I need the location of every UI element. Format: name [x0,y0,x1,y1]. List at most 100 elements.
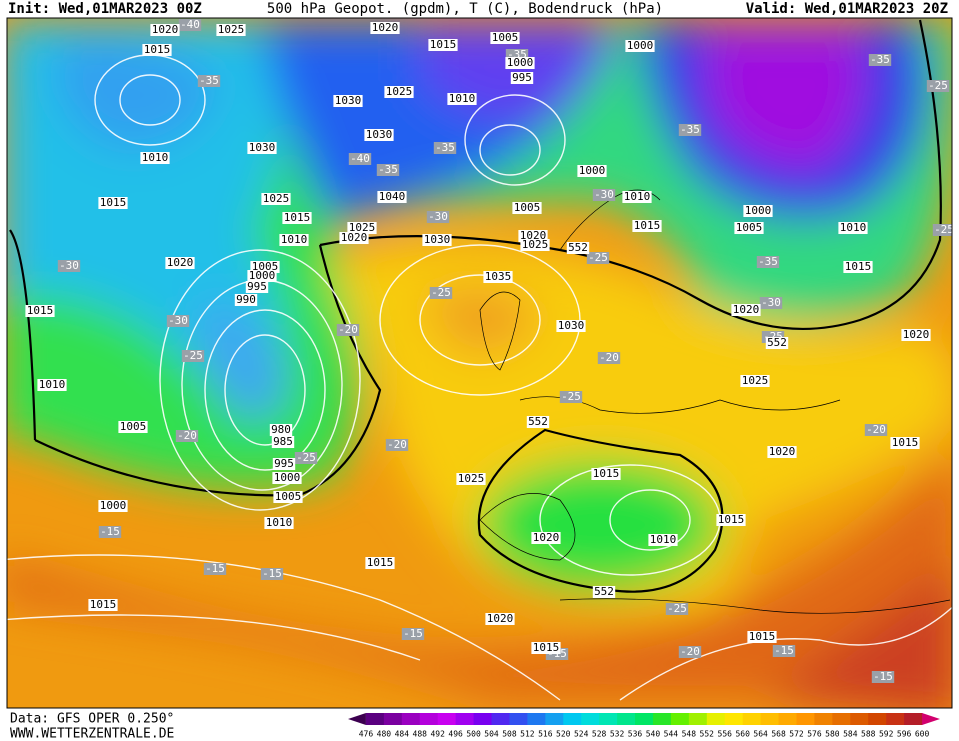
pressure-label: 995 [245,280,269,293]
temperature-label: -20 [175,429,199,442]
scale-tick-label: 564 [753,730,768,739]
pressure-label-bg [428,39,458,51]
pressure-label-bg [339,232,369,244]
temperature-label: -30 [57,259,81,272]
pressure-label-text: 995 [247,280,267,293]
scale-swatch [850,713,869,725]
temperature-label: -15 [260,567,284,580]
pressure-label-bg [165,257,195,269]
contour-label-bg [526,416,550,428]
scale-tick-label: 524 [574,730,589,739]
temperature-label: -30 [426,210,450,223]
pressure-label: 1015 [591,467,621,480]
pressure-label-bg [531,532,561,544]
pressure-label-text: 980 [271,423,291,436]
pressure-label-text: 1020 [769,445,796,458]
pressure-label-text: 1000 [100,499,127,512]
pressure-label: 1005 [118,420,148,433]
pressure-label-text: 1025 [458,472,485,485]
pressure-label-bg [716,514,746,526]
pressure-label-text: 1030 [366,128,393,141]
temperature-label-text: -25 [928,79,948,92]
temperature-label-text: -20 [387,438,407,451]
temperature-label-text: -30 [59,259,79,272]
temperature-label-text: -20 [599,351,619,364]
pressure-label: 1015 [716,513,746,526]
temperature-label: -35 [376,163,400,176]
pressure-label-text: 1025 [742,374,769,387]
pressure-label: 1010 [37,378,67,391]
temperature-label: -20 [336,323,360,336]
temperature-label-text: -35 [435,141,455,154]
pressure-label-bg [747,631,777,643]
temperature-label-bg [678,646,702,658]
contour-label-text: 552 [528,415,548,428]
pressure-label-bg [140,152,170,164]
pressure-label: 1000 [743,204,773,217]
pressure-label: 1020 [370,21,400,34]
scale-tick-label: 512 [520,730,535,739]
temperature-label-bg [756,256,780,268]
pressure-label: 1020 [339,231,369,244]
pressure-label-text: 1010 [624,190,651,203]
scale-tick-label: 576 [807,730,822,739]
pressure-label-text: 1010 [840,221,867,234]
temperature-label-text: -35 [378,163,398,176]
pressure-label-bg [556,320,586,332]
pressure-label-text: 1020 [533,531,560,544]
pressure-label: 1020 [165,256,195,269]
temperature-label: -25 [181,349,205,362]
scale-swatch [527,713,546,725]
temperature-label-bg [197,75,221,87]
temperature-label-bg [376,164,400,176]
scale-swatch [401,713,421,725]
temperature-label-text: -25 [934,223,954,236]
scale-tick-label: 496 [448,730,463,739]
pressure-label-text: 1020 [903,328,930,341]
pressure-label-bg [890,437,920,449]
pressure-label-text: 1020 [167,256,194,269]
website: WWW.WETTERZENTRALE.DE [10,727,174,741]
scale-tick-label: 580 [825,730,840,739]
pressure-label-text: 1015 [634,219,661,232]
scale-swatch [437,713,457,725]
scale-swatch [581,713,600,725]
pressure-label-text: 1025 [386,85,413,98]
pressure-label-bg [447,93,477,105]
init-time: Init: Wed,01MAR2023 00Z [8,1,202,17]
pressure-label: 1025 [347,221,377,234]
pressure-label-text: 1000 [274,471,301,484]
pressure-label-text: 1025 [349,221,376,234]
temperature-label: -35 [868,53,892,66]
pressure-label-text: 1015 [144,43,171,56]
pressure-label-text: 1015 [533,641,560,654]
pressure-label: 1035 [483,270,513,283]
pressure-label-text: 1005 [252,260,279,273]
pressure-label-bg [272,472,302,484]
pressure-label-bg [261,193,291,205]
pressure-label: 1015 [98,196,128,209]
temperature-label-text: -25 [183,349,203,362]
temperature-label-text: -15 [403,627,423,640]
temperature-label-bg [336,324,360,336]
pressure-label-bg [98,197,128,209]
temperature-label-bg [429,287,453,299]
temperature-label-bg [348,153,372,165]
pressure-label-bg [843,261,873,273]
pressure-label-bg [364,129,394,141]
pressure-label: 1000 [577,164,607,177]
contour-label-bg [592,586,616,598]
pressure-label: 1020 [767,445,797,458]
pressure-label-text: 1010 [142,151,169,164]
temperature-label-bg [385,439,409,451]
pressure-label-bg [142,44,172,56]
pressure-label-text: 985 [273,435,293,448]
temperature-label-bg [433,142,457,154]
pressure-label: 980 [269,423,293,436]
scale-swatch [383,713,403,725]
pressure-label-bg [734,222,764,234]
pressure-label: 1015 [747,630,777,643]
pressure-label-text: 1015 [593,467,620,480]
pressure-label-bg [370,22,400,34]
temperature-label-text: -35 [680,123,700,136]
